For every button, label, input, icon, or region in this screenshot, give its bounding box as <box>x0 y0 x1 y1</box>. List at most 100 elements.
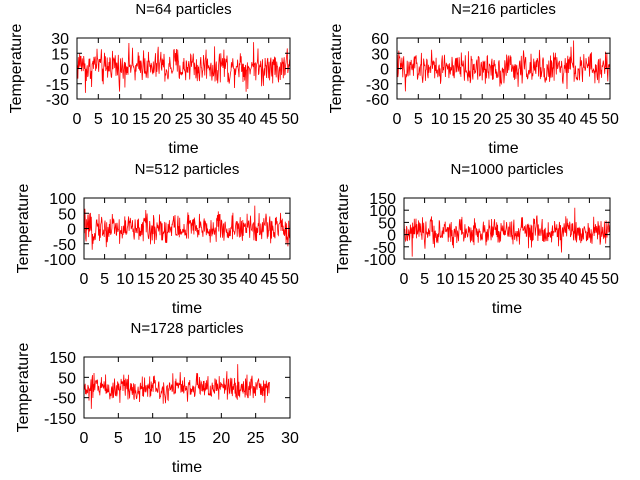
x-axis-label: time <box>488 140 518 157</box>
temperature-series-line <box>396 40 611 92</box>
x-tick-label: 40 <box>560 271 578 288</box>
y-tick-label: -50 <box>53 237 76 254</box>
y-axis-label: Temperature <box>15 183 32 273</box>
y-tick-label: 100 <box>49 191 76 208</box>
subplot-title: N=512 particles <box>135 161 240 178</box>
x-tick-label: 5 <box>100 271 109 288</box>
x-tick-label: 50 <box>601 271 619 288</box>
x-tick-label: 5 <box>94 111 103 128</box>
x-tick-label: 5 <box>414 111 423 128</box>
y-tick-label: 50 <box>58 370 76 387</box>
y-tick-label: 150 <box>49 350 76 367</box>
y-axis-label: Temperature <box>335 183 352 273</box>
subplot-title: N=64 particles <box>135 1 231 18</box>
x-tick-label: 20 <box>478 271 496 288</box>
subplot-5: N=1728 particles 0 5 10 15 20 25 30 150 50 -50 -150… <box>15 320 299 476</box>
x-axis-label: time <box>172 459 202 476</box>
y-tick-label: 0 <box>387 228 396 245</box>
x-tick-label: 15 <box>137 271 155 288</box>
temperature-series-line <box>83 205 291 250</box>
y-tick-label: -15 <box>46 77 69 94</box>
x-tick-label: 15 <box>452 111 470 128</box>
x-tick-label: 40 <box>559 111 577 128</box>
x-tick-label: 15 <box>132 111 150 128</box>
x-tick-label: 50 <box>281 111 299 128</box>
x-tick-label: 15 <box>457 271 475 288</box>
x-tick-label: 45 <box>261 271 279 288</box>
x-tick-label: 45 <box>581 271 599 288</box>
x-tick-label: 0 <box>80 430 89 447</box>
x-tick-label: 20 <box>212 430 230 447</box>
y-tick-label: 0 <box>60 62 69 79</box>
y-tick-label: 50 <box>58 206 76 223</box>
x-tick-label: 20 <box>153 111 171 128</box>
x-tick-label: 0 <box>73 111 82 128</box>
x-tick-label: 25 <box>175 111 193 128</box>
x-tick-label: 10 <box>144 430 162 447</box>
x-tick-label: 30 <box>196 111 214 128</box>
x-tick-label: 5 <box>114 430 123 447</box>
x-tick-label: 30 <box>516 111 534 128</box>
x-tick-label: 45 <box>580 111 598 128</box>
x-tick-label: 5 <box>420 271 429 288</box>
y-axis-label: Temperature <box>8 23 25 113</box>
x-tick-label: 25 <box>178 271 196 288</box>
subplot-title: N=1728 particles <box>131 320 244 337</box>
x-tick-label: 10 <box>431 111 449 128</box>
y-axis-label: Temperature <box>328 23 345 113</box>
y-tick-label: -60 <box>366 92 389 109</box>
y-tick-label: -100 <box>364 252 396 269</box>
x-tick-label: 0 <box>80 271 89 288</box>
x-tick-label: 25 <box>247 430 265 447</box>
temperature-series-line <box>76 42 291 93</box>
y-tick-label: -30 <box>46 92 69 109</box>
x-tick-label: 10 <box>436 271 454 288</box>
x-tick-label: 30 <box>281 430 299 447</box>
x-tick-label: 40 <box>239 111 257 128</box>
subplot-title: N=1000 particles <box>451 161 564 178</box>
x-tick-label: 30 <box>519 271 537 288</box>
y-tick-label: -150 <box>44 411 76 428</box>
x-tick-label: 15 <box>178 430 196 447</box>
x-tick-label: 25 <box>495 111 513 128</box>
x-axis-label: time <box>492 300 522 317</box>
x-axis-label: time <box>168 140 198 157</box>
y-tick-label: 30 <box>51 31 69 48</box>
y-tick-label: 15 <box>51 46 69 63</box>
x-tick-label: 35 <box>217 111 235 128</box>
x-tick-label: 10 <box>116 271 134 288</box>
y-tick-label: 60 <box>371 31 389 48</box>
x-tick-label: 30 <box>199 271 217 288</box>
x-tick-label: 10 <box>111 111 129 128</box>
y-tick-label: 30 <box>371 46 389 63</box>
y-tick-label: 100 <box>369 203 396 220</box>
x-tick-label: 25 <box>498 271 516 288</box>
y-axis-label: Temperature <box>15 342 32 432</box>
temperature-series-line <box>403 207 611 257</box>
x-tick-label: 35 <box>539 271 557 288</box>
y-tick-label: 50 <box>378 215 396 232</box>
x-tick-label: 40 <box>240 271 258 288</box>
y-tick-label: -50 <box>53 391 76 408</box>
x-axis-label: time <box>172 300 202 317</box>
y-tick-label: 0 <box>67 222 76 239</box>
temperature-series-line <box>83 364 270 409</box>
x-tick-label: 0 <box>393 111 402 128</box>
x-tick-label: 45 <box>260 111 278 128</box>
x-tick-label: 35 <box>219 271 237 288</box>
x-tick-label: 50 <box>281 271 299 288</box>
y-tick-label: -30 <box>366 77 389 94</box>
x-tick-label: 20 <box>473 111 491 128</box>
x-tick-label: 20 <box>158 271 176 288</box>
x-tick-label: 35 <box>537 111 555 128</box>
subplot-title: N=216 particles <box>451 1 556 18</box>
x-tick-label: 0 <box>400 271 409 288</box>
y-tick-label: 0 <box>380 62 389 79</box>
y-tick-label: -100 <box>44 252 76 269</box>
y-tick-label: -50 <box>373 240 396 257</box>
